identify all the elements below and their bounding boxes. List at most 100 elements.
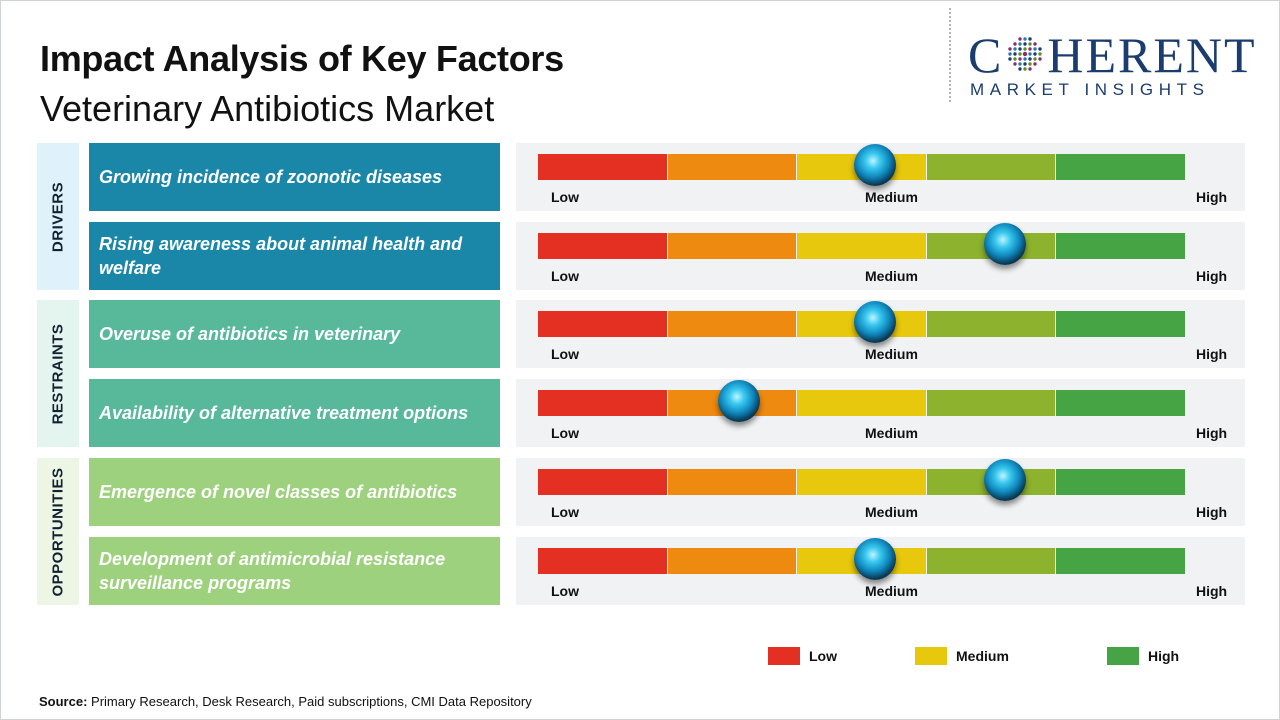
scale-segment xyxy=(1056,311,1186,337)
logo-wordmark: C HERENT xyxy=(968,26,1257,84)
logo-dot xyxy=(1013,62,1018,66)
logo-dot xyxy=(1018,62,1023,66)
factor-label: Growing incidence of zoonotic diseases xyxy=(89,143,500,211)
scale-segment xyxy=(797,469,927,495)
logo-dot xyxy=(1018,52,1023,56)
logo-dot xyxy=(1008,47,1013,51)
impact-gauge: Low Medium High xyxy=(516,143,1245,211)
logo-dot xyxy=(1023,47,1028,51)
scale-segment xyxy=(538,390,668,416)
legend-label-medium: Medium xyxy=(956,648,1009,664)
scale-segment xyxy=(1056,154,1186,180)
scale-label-medium: Medium xyxy=(865,268,918,284)
factor-label: Overuse of antibiotics in veterinary xyxy=(89,300,500,368)
category-drivers: DRIVERS xyxy=(37,143,79,290)
company-logo: C HERENT MARKET INSIGHTS xyxy=(968,26,1260,102)
logo-dot xyxy=(1023,67,1028,71)
logo-dot xyxy=(1013,57,1018,61)
logo-dot xyxy=(1008,52,1013,56)
impact-gauge: Low Medium High xyxy=(516,379,1245,447)
scale-segment xyxy=(1056,390,1186,416)
logo-dot xyxy=(1028,42,1033,46)
scale-segment xyxy=(667,311,798,337)
scale-label-high: High xyxy=(1196,346,1228,362)
scale-segment xyxy=(797,390,927,416)
scale-segment xyxy=(538,311,668,337)
scale-segment xyxy=(926,311,1057,337)
logo-dot xyxy=(1018,67,1023,71)
scale-segment xyxy=(667,154,798,180)
logo-dot xyxy=(1018,57,1023,61)
scale-label-high: High xyxy=(1196,583,1228,599)
source-text: Primary Research, Desk Research, Paid su… xyxy=(91,694,532,709)
logo-dot xyxy=(1033,47,1038,51)
impact-scale-bar xyxy=(538,469,1186,495)
factor-label: Emergence of novel classes of antibiotic… xyxy=(89,458,500,526)
logo-letters: HERENT xyxy=(1047,27,1257,83)
logo-dot xyxy=(1018,37,1023,41)
scale-segment xyxy=(667,233,798,259)
logo-dot xyxy=(1028,57,1033,61)
scale-label-medium: Medium xyxy=(865,504,918,520)
scale-label-medium: Medium xyxy=(865,583,918,599)
logo-dot xyxy=(1023,57,1028,61)
logo-dot xyxy=(1018,47,1023,51)
impact-marker xyxy=(853,538,896,580)
scale-label-high: High xyxy=(1196,189,1228,205)
impact-scale-bar xyxy=(538,390,1186,416)
impact-marker xyxy=(853,301,896,343)
impact-gauge: Low Medium High xyxy=(516,458,1245,526)
impact-marker xyxy=(983,223,1026,265)
category-label: OPPORTUNITIES xyxy=(49,466,67,597)
logo-dot xyxy=(1008,57,1013,61)
logo-dot xyxy=(1033,52,1038,56)
scale-segment xyxy=(667,548,798,574)
scale-segment xyxy=(926,154,1057,180)
scale-label-low: Low xyxy=(551,504,579,520)
impact-marker xyxy=(717,380,760,422)
scale-label-low: Low xyxy=(551,583,579,599)
logo-dot xyxy=(1038,57,1043,61)
scale-label-high: High xyxy=(1196,504,1228,520)
legend-label-high: High xyxy=(1148,648,1180,664)
impact-scale-bar xyxy=(538,233,1186,259)
category-label: DRIVERS xyxy=(49,181,67,252)
logo-dot xyxy=(1038,47,1043,51)
impact-gauge: Low Medium High xyxy=(516,537,1245,605)
logo-dot xyxy=(1023,37,1028,41)
scale-label-medium: Medium xyxy=(865,189,918,205)
scale-label-medium: Medium xyxy=(865,425,918,441)
chart-subtitle: Veterinary Antibiotics Market xyxy=(40,88,495,129)
logo-letter-c: C xyxy=(968,27,1004,83)
impact-scale-bar xyxy=(538,311,1186,337)
scale-segment xyxy=(926,548,1057,574)
legend-swatch-high xyxy=(1107,647,1139,665)
scale-label-medium: Medium xyxy=(865,346,918,362)
logo-dot xyxy=(1033,57,1038,61)
category-label: RESTRAINTS xyxy=(49,323,67,424)
logo-dot xyxy=(1033,62,1038,66)
scale-segment xyxy=(926,390,1057,416)
logo-divider xyxy=(949,8,951,102)
scale-segment xyxy=(538,548,668,574)
factor-label: Rising awareness about animal health and… xyxy=(89,222,500,290)
logo-dot xyxy=(1028,37,1033,41)
scale-label-low: Low xyxy=(551,425,579,441)
scale-segment xyxy=(538,233,668,259)
logo-dot xyxy=(1013,47,1018,51)
logo-dot xyxy=(1023,62,1028,66)
scale-label-low: Low xyxy=(551,268,579,284)
scale-label-low: Low xyxy=(551,346,579,362)
impact-scale-bar xyxy=(538,154,1186,180)
legend-swatch-low xyxy=(768,647,800,665)
factor-label: Development of antimicrobial resistance … xyxy=(89,537,500,605)
scale-segment xyxy=(1056,233,1186,259)
scale-segment xyxy=(538,469,668,495)
source-label: Source: xyxy=(39,694,88,709)
logo-dot xyxy=(1023,42,1028,46)
chart-title: Impact Analysis of Key Factors xyxy=(40,38,564,79)
scale-segment xyxy=(1056,548,1186,574)
logo-dot xyxy=(1028,62,1033,66)
logo-dot xyxy=(1028,67,1033,71)
logo-dot xyxy=(1018,42,1023,46)
